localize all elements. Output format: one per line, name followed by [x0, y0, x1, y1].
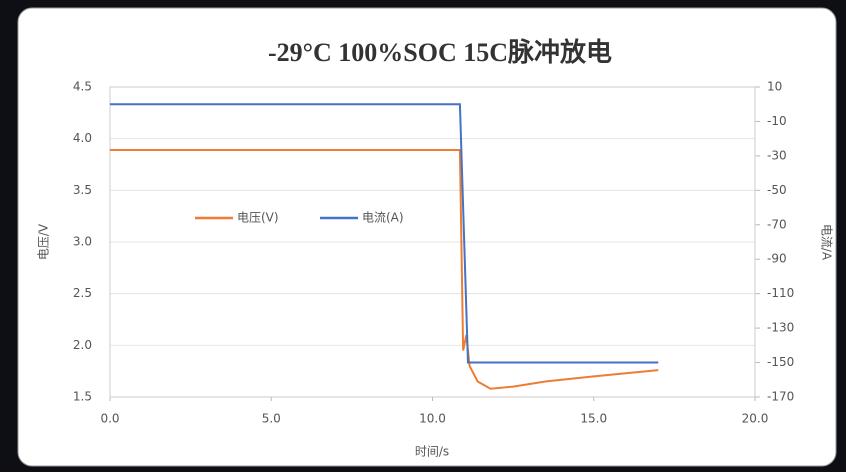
legend-label: 电流(A) [362, 211, 404, 225]
y2-tick-label: -130 [767, 321, 794, 335]
x-tick-label: 0.0 [100, 412, 119, 426]
y-tick-label: 2.0 [73, 338, 92, 352]
x-tick-label: 20.0 [742, 412, 769, 426]
y2-tick-label: -50 [767, 183, 787, 197]
y2-tick-label: -170 [767, 390, 794, 404]
y-tick-label: 4.0 [73, 131, 92, 145]
y2-axis-label: 电流/A [820, 224, 834, 261]
y-tick-label: 3.5 [73, 183, 92, 197]
x-tick-label: 10.0 [419, 412, 446, 426]
x-axis-label: 时间/s [415, 445, 449, 459]
y-tick-label: 3.0 [73, 235, 92, 249]
y-tick-label: 1.5 [73, 390, 92, 404]
plot-frame [109, 86, 756, 398]
chart-panel [17, 7, 837, 467]
series-line [110, 103, 659, 364]
x-tick-label: 15.0 [580, 412, 607, 426]
y2-tick-label: -90 [767, 252, 787, 266]
chart-title: -29°C 100%SOC 15C脉冲放电 [268, 37, 612, 67]
y-tick-label: 4.5 [73, 80, 92, 94]
y2-tick-label: -70 [767, 217, 787, 231]
y2-tick-label: 10 [767, 80, 782, 94]
y2-tick-label: -10 [767, 114, 787, 128]
legend-label: 电压(V) [237, 211, 279, 225]
y-axis-label: 电压/V [37, 223, 51, 260]
y2-tick-label: -150 [767, 355, 794, 369]
x-tick-label: 5.0 [262, 412, 281, 426]
y-tick-label: 2.5 [73, 286, 92, 300]
y2-tick-label: -110 [767, 286, 794, 300]
series-line [110, 149, 659, 390]
y2-tick-label: -30 [767, 148, 787, 162]
